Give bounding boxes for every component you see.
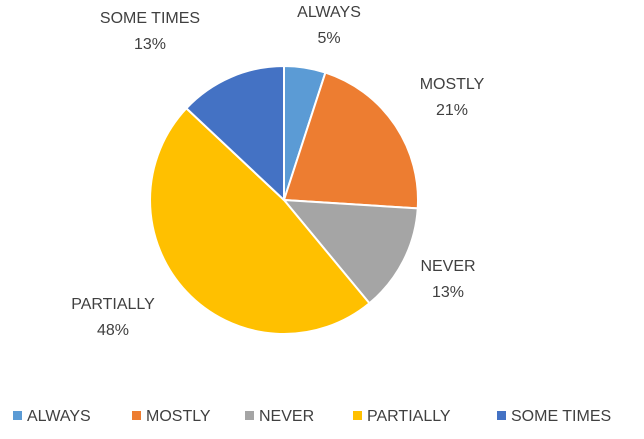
pie-slice-never (283, 199, 419, 305)
pie-slice-partially (149, 107, 371, 335)
pie-slice-some-times (185, 65, 285, 201)
legend-swatch-some-times (497, 411, 506, 420)
legend-swatch-mostly (132, 411, 141, 420)
legend-label-partially: PARTIALLY (367, 408, 451, 425)
legend-label-always: ALWAYS (27, 408, 91, 425)
legend-label-mostly: MOSTLY (146, 408, 211, 425)
data-label-value-some-times: 13% (134, 36, 166, 53)
data-label-name-never: NEVER (420, 258, 475, 275)
legend: ALWAYS MOSTLY NEVER PARTIALLY SOME TIMES (13, 408, 611, 425)
data-label-name-some-times: SOME TIMES (100, 10, 200, 27)
data-label-value-never: 13% (432, 284, 464, 301)
legend-swatch-never (245, 411, 254, 420)
legend-swatch-always (13, 411, 22, 420)
pie-slice-mostly (283, 71, 420, 210)
data-label-name-mostly: MOSTLY (420, 76, 485, 93)
data-labels: ALWAYS 5% MOSTLY 21% NEVER 13% PARTIALLY 48% SOM… (71, 4, 484, 339)
data-label-name-always: ALWAYS (297, 4, 361, 21)
data-label-name-partially: PARTIALLY (71, 296, 155, 313)
legend-label-never: NEVER (259, 408, 314, 425)
legend-label-some-times: SOME TIMES (511, 408, 611, 425)
legend-swatch-partially (353, 411, 362, 420)
data-label-value-mostly: 21% (436, 102, 468, 119)
data-label-value-partially: 48% (97, 322, 129, 339)
pie-slices (149, 65, 420, 335)
data-label-value-always: 5% (317, 30, 340, 47)
